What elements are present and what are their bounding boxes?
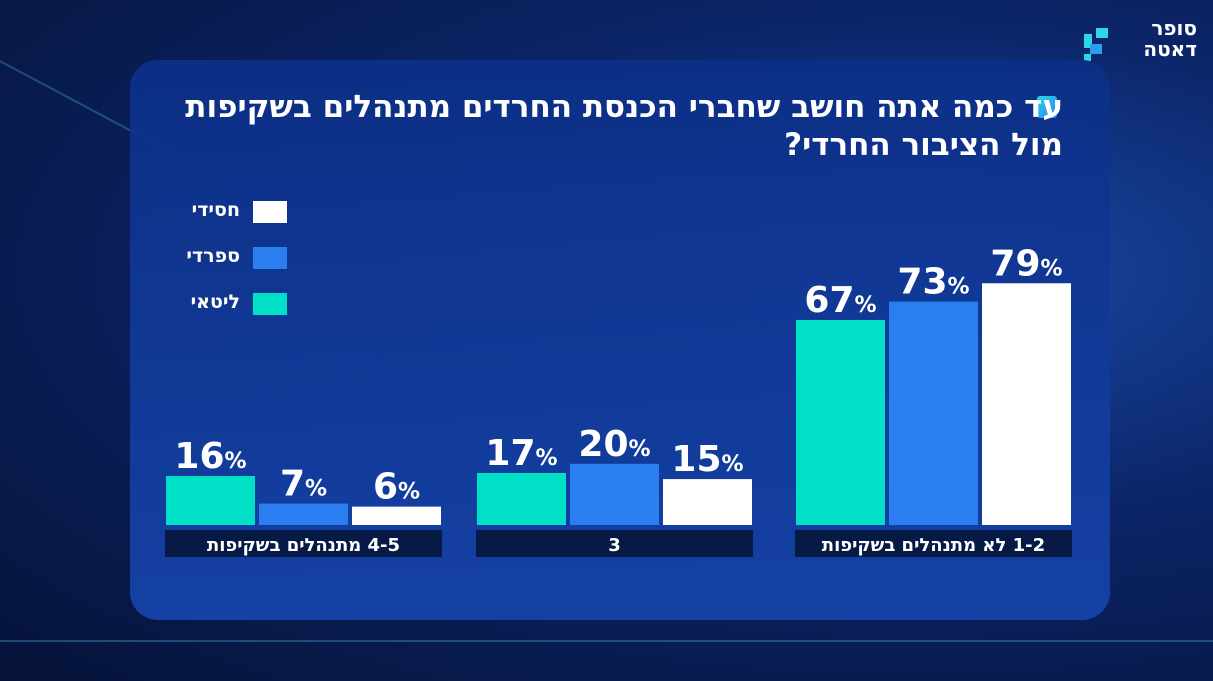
logo-icon [1084, 28, 1110, 62]
legend-item: ליטאי [170, 291, 290, 315]
bar-value-label: 67% [804, 280, 876, 321]
bar [166, 476, 255, 525]
logo: סופר דאטה [1143, 18, 1197, 60]
bar [570, 463, 659, 525]
bar-value-label: 16% [174, 436, 246, 477]
bar [982, 283, 1071, 525]
legend-swatch [253, 201, 287, 223]
bar-value-label: 17% [485, 433, 557, 474]
bar-value-label: 7% [280, 464, 327, 505]
bar-value-label: 79% [990, 243, 1062, 284]
bar-value-label: 20% [578, 424, 650, 465]
category-label: 1-2 לא מתנהלים בשקיפות [822, 535, 1045, 556]
bar [477, 472, 566, 525]
category-label: 4-5 מתנהלים בשקיפות [207, 535, 400, 556]
bar [796, 319, 885, 525]
legend-label: ליטאי [190, 291, 240, 313]
category-label-box [165, 530, 442, 557]
category-label-box [476, 530, 753, 557]
background-decoration [0, 640, 1213, 642]
title-bullet-icon [1037, 96, 1057, 118]
legend-label: חסידי [191, 199, 240, 221]
legend-swatch [253, 293, 287, 315]
bar [663, 479, 752, 525]
legend-item: ספרדי [170, 245, 290, 269]
bar [889, 301, 978, 525]
legend-item: חסידי [170, 199, 290, 223]
bar-value-label: 15% [671, 439, 743, 480]
bar [352, 506, 441, 525]
bar-value-label: 73% [897, 262, 969, 303]
logo-text-line2: דאטה [1143, 37, 1197, 61]
legend-label: ספרדי [186, 245, 240, 267]
logo-text-line1: סופר [1151, 16, 1197, 40]
category-label: 3 [608, 535, 621, 556]
bar [259, 503, 348, 525]
legend-swatch [253, 247, 287, 269]
chart-title: עד כמה אתה חושב שחברי הכנסת החרדים מתנהל… [185, 89, 1063, 163]
category-label-box [795, 530, 1072, 557]
bar-value-label: 6% [373, 467, 420, 508]
